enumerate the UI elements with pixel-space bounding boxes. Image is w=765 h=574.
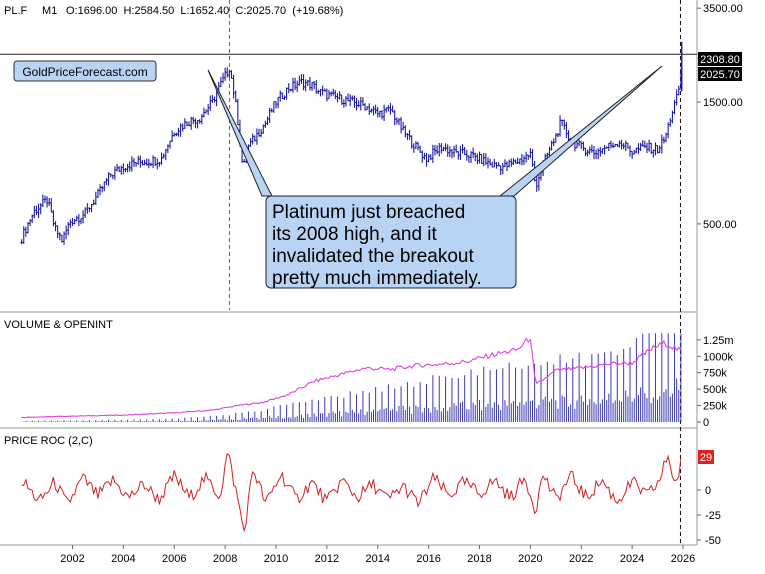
open-interest-line <box>22 339 681 418</box>
x-axis-tick-label: 2002 <box>60 553 84 565</box>
price-y-tick-label: 3500.00 <box>703 3 743 15</box>
price-y-tick-label: 1500.00 <box>703 97 743 109</box>
x-axis-tick-label: 2020 <box>518 553 542 565</box>
x-axis-tick-label: 2024 <box>620 553 644 565</box>
callout-line-3: invalidated the breakout <box>272 246 474 267</box>
header-interval: M1 <box>42 5 57 17</box>
volume-y-tick-label: 1.25m <box>703 335 734 347</box>
x-axis-tick-label: 2008 <box>213 553 237 565</box>
volume-y-tick-label: 1000k <box>703 351 733 363</box>
header-symbol: PL.F <box>4 5 28 17</box>
volume-layer <box>22 333 681 422</box>
callout-line-2: its 2008 high, and it <box>272 224 438 245</box>
volume-y-tick-label: 500k <box>703 384 727 396</box>
x-axis-tick-label: 2006 <box>162 553 186 565</box>
x-axis-tick-label: 2014 <box>366 553 390 565</box>
watermark-text: GoldPriceForecast.com <box>22 65 147 79</box>
price-tag-reference: 2308.80 <box>698 52 742 66</box>
roc-tag-last: 29 <box>698 450 714 464</box>
price-y-tick-label: 500.00 <box>703 219 737 231</box>
x-axis-tick-label: 2004 <box>111 553 135 565</box>
callout-line-1: Platinum just breached <box>272 202 465 223</box>
last-price-tag-text: 2025.70 <box>700 69 740 81</box>
callout-line-4: pretty much immediately. <box>272 268 482 289</box>
header-ohlc: O:1696.00 H:2584.50 L:1652.40 C:2025.70 … <box>66 5 343 17</box>
volume-y-tick-label: 750k <box>703 368 727 380</box>
roc-tag-text: 29 <box>700 452 712 464</box>
volume-y-tick-label: 0 <box>703 417 709 429</box>
roc-panel-title: PRICE ROC (2,C) <box>4 435 93 447</box>
roc-layer <box>22 454 681 531</box>
roc-y-tick-label: -25 <box>705 510 721 522</box>
x-axis-tick-label: 2016 <box>416 553 440 565</box>
roc-line <box>22 454 681 531</box>
roc-y-tick-label: -50 <box>705 535 721 547</box>
volume-y-tick-label: 250k <box>703 401 727 413</box>
price-tag-last: 2025.70 <box>698 67 742 81</box>
volume-panel-title: VOLUME & OPENINT <box>4 319 113 331</box>
reference-tag-text: 2308.80 <box>700 54 740 66</box>
x-axis-tick-label: 2022 <box>569 553 593 565</box>
roc-y-tick-label: 0 <box>705 485 711 497</box>
x-axis-tick-label: 2010 <box>264 553 288 565</box>
x-axis-tick-label: 2012 <box>315 553 339 565</box>
x-axis-tick-label: 2026 <box>671 553 695 565</box>
x-axis-tick-label: 2018 <box>467 553 491 565</box>
